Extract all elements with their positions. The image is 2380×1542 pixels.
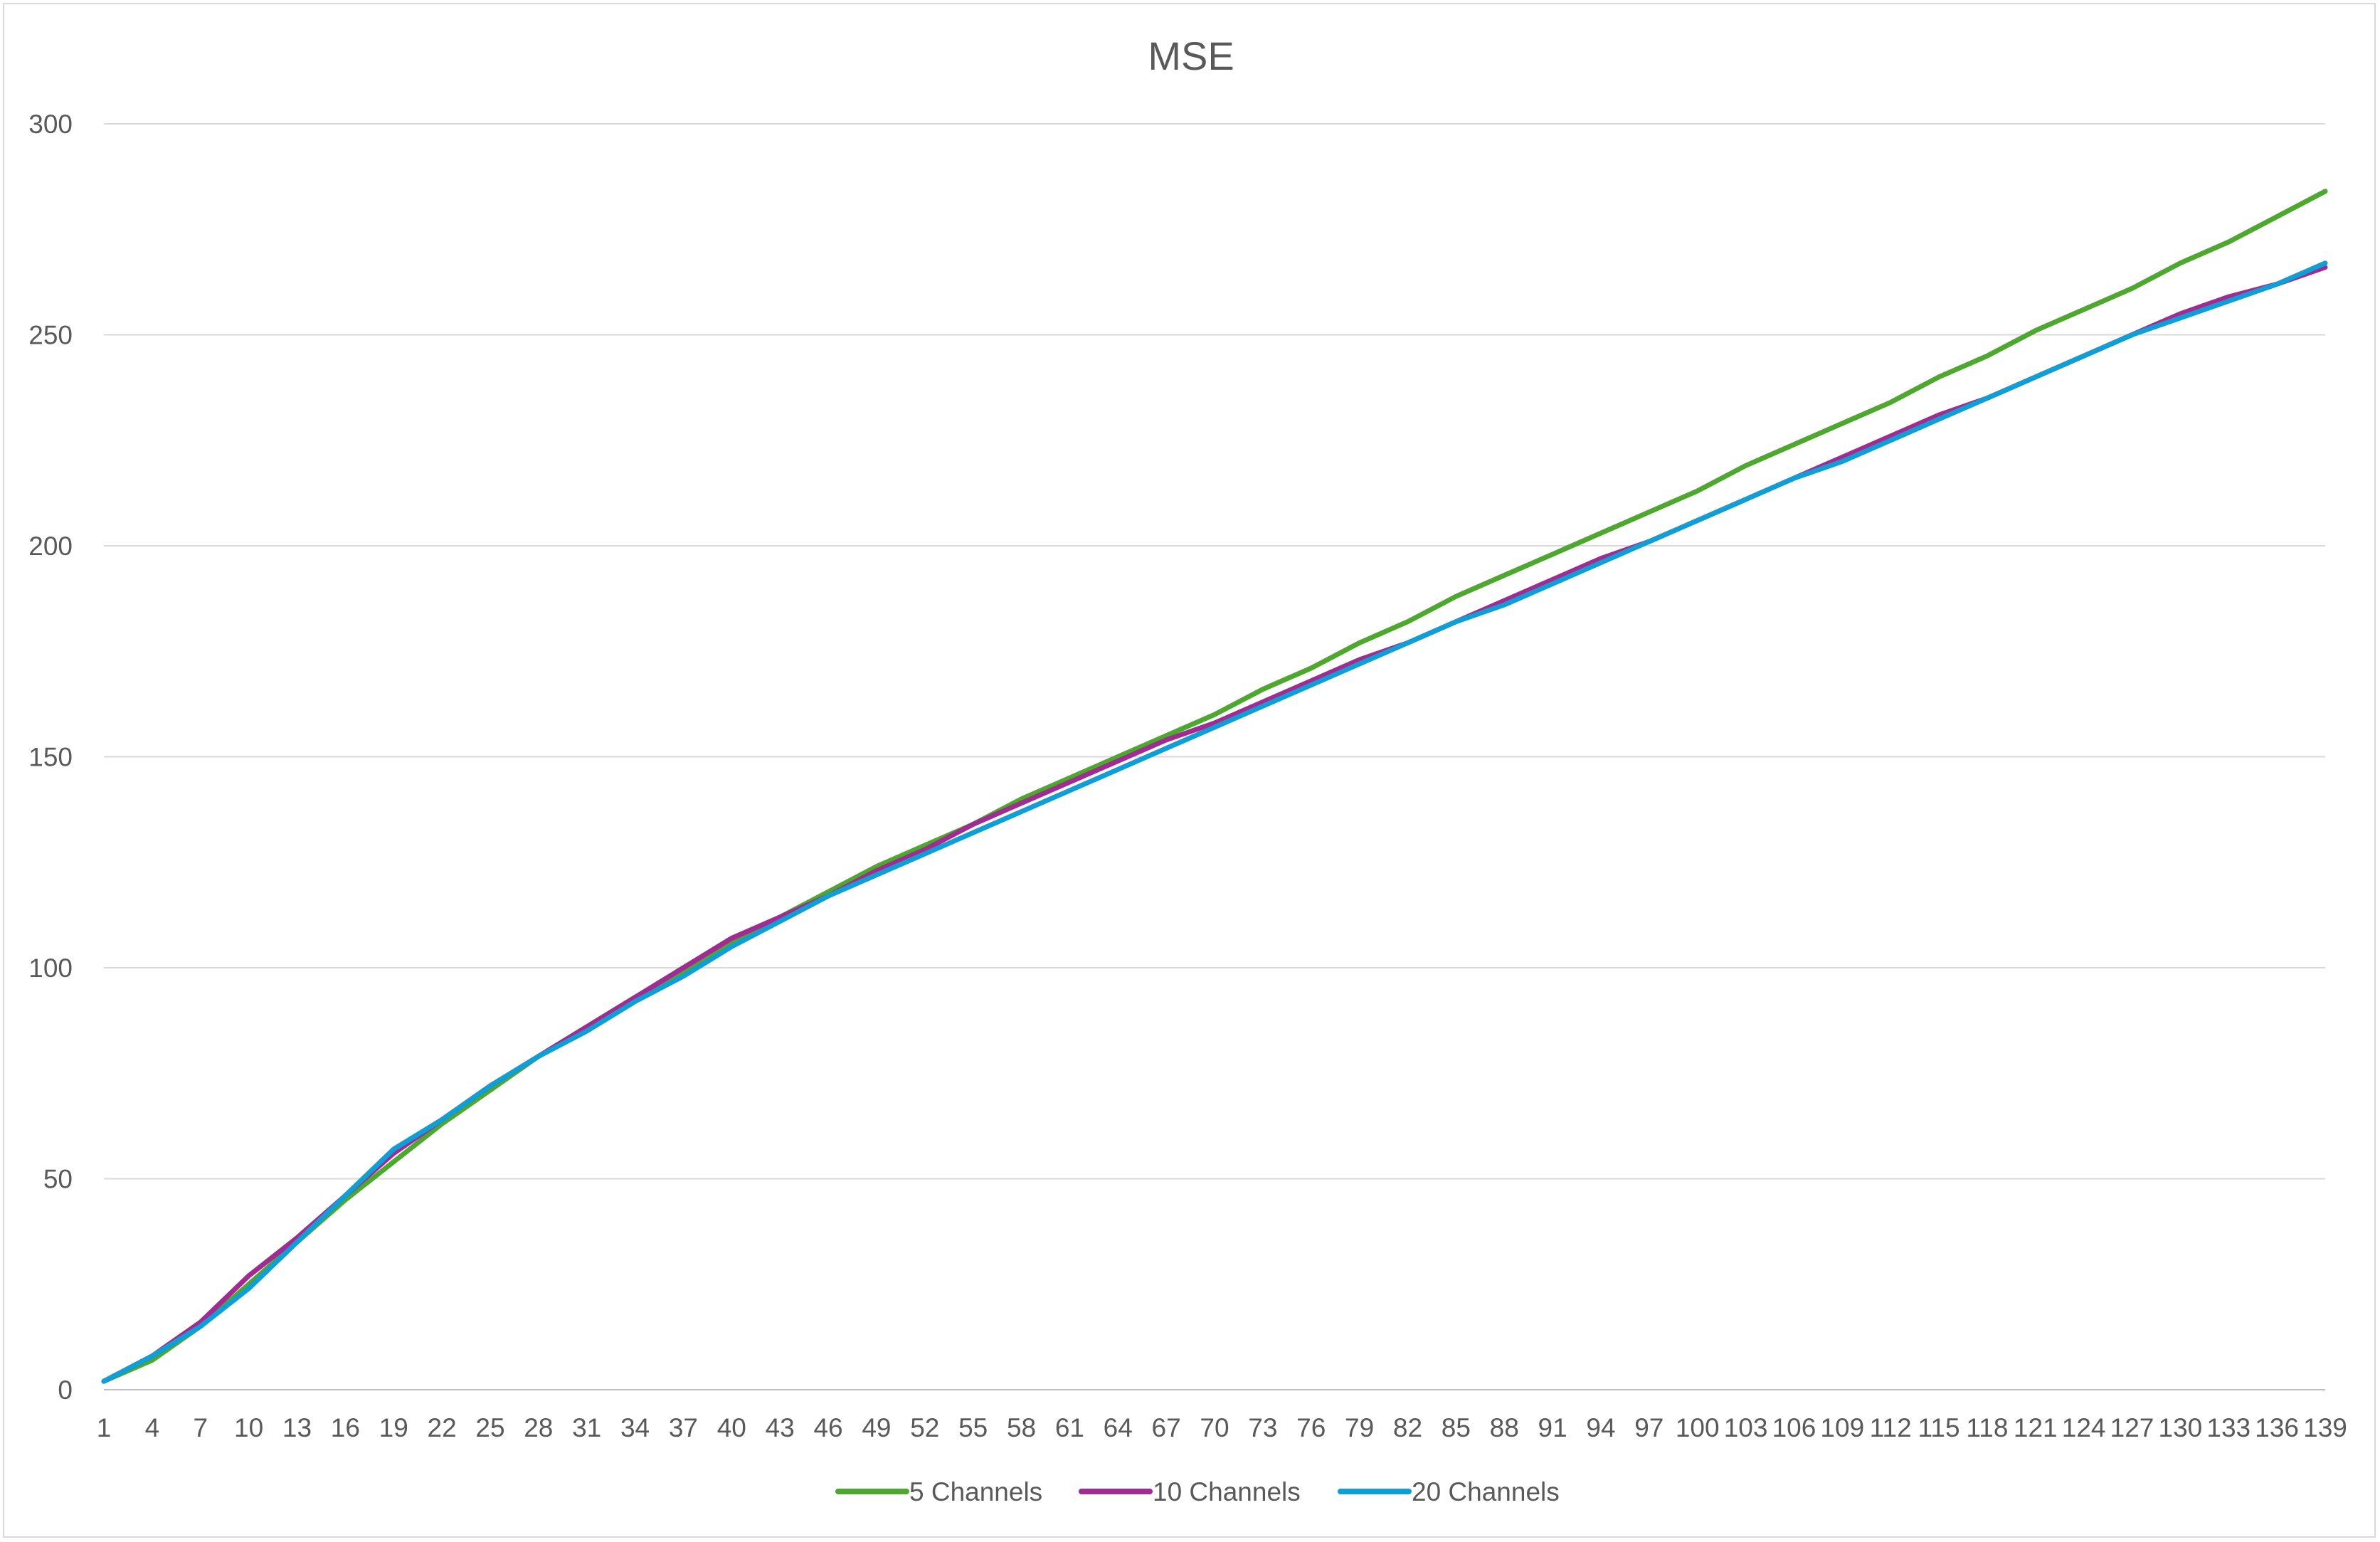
x-tick-label: 109	[1820, 1413, 1864, 1442]
x-tick-label: 13	[282, 1413, 312, 1442]
x-tick-label: 31	[572, 1413, 601, 1442]
x-tick-label: 130	[2159, 1413, 2203, 1442]
x-tick-label: 73	[1248, 1413, 1277, 1442]
x-tick-label: 64	[1104, 1413, 1133, 1442]
x-tick-label: 91	[1538, 1413, 1567, 1442]
x-tick-label: 34	[620, 1413, 650, 1442]
x-tick-label: 22	[428, 1413, 457, 1442]
y-tick-label: 150	[28, 743, 73, 772]
x-tick-label: 67	[1152, 1413, 1181, 1442]
x-tick-label: 25	[475, 1413, 504, 1442]
x-tick-label: 28	[524, 1413, 553, 1442]
chart-title: MSE	[1148, 33, 1234, 78]
legend-label-20-channels: 20 Channels	[1412, 1477, 1560, 1506]
x-tick-label: 49	[862, 1413, 891, 1442]
legend-label-5-channels: 5 Channels	[909, 1477, 1042, 1506]
x-tick-label: 43	[766, 1413, 795, 1442]
x-tick-label: 7	[193, 1413, 208, 1442]
gridlines	[104, 123, 2325, 1390]
x-tick-label: 37	[669, 1413, 698, 1442]
x-tick-label: 1	[97, 1413, 112, 1442]
x-tick-label: 19	[379, 1413, 408, 1442]
x-tick-label: 121	[2014, 1413, 2058, 1442]
y-tick-label: 0	[58, 1375, 73, 1405]
x-tick-label: 4	[145, 1413, 160, 1442]
x-tick-label: 127	[2110, 1413, 2154, 1442]
series-line-5-channels	[101, 189, 2328, 1384]
x-tick-label: 61	[1055, 1413, 1084, 1442]
mse-line-chart: MSE 0 50 100 150 200 250 300 1 4 7 10 13 16 19 22 25 28 3…	[28, 33, 2347, 1506]
x-tick-label: 133	[2206, 1413, 2251, 1442]
legend-label-10-channels: 10 Channels	[1153, 1477, 1301, 1506]
y-tick-label: 300	[28, 110, 73, 139]
x-tick-label: 124	[2062, 1413, 2106, 1442]
series-line-10-channels	[101, 265, 2328, 1384]
x-tick-label: 85	[1442, 1413, 1471, 1442]
x-tick-label: 16	[331, 1413, 360, 1442]
x-tick-label: 79	[1345, 1413, 1374, 1442]
x-tick-label: 139	[2303, 1413, 2347, 1442]
legend: 5 Channels 10 Channels 20 Channels	[835, 1477, 1560, 1506]
x-tick-label: 40	[717, 1413, 746, 1442]
series-line-20-channels	[101, 260, 2328, 1384]
x-tick-label: 106	[1772, 1413, 1816, 1442]
y-tick-label: 200	[28, 532, 73, 561]
y-tick-label: 250	[28, 321, 73, 350]
x-tick-label: 112	[1870, 1413, 1912, 1442]
x-tick-label: 52	[910, 1413, 939, 1442]
chart-frame: MSE 0 50 100 150 200 250 300 1 4 7 10 13 16 19 22 25 28 3…	[3, 3, 2376, 1538]
x-tick-label: 115	[1918, 1413, 1960, 1442]
x-tick-label: 82	[1393, 1413, 1422, 1442]
x-tick-label: 46	[813, 1413, 842, 1442]
y-tick-label: 50	[43, 1165, 73, 1194]
x-tick-label: 100	[1676, 1413, 1720, 1442]
x-tick-label: 55	[958, 1413, 988, 1442]
axes: 0 50 100 150 200 250 300 1 4 7 10 13 16 19 22 25 28 31 34 3…	[28, 110, 2347, 1442]
x-tick-label: 10	[234, 1413, 263, 1442]
x-tick-label: 118	[1966, 1413, 2008, 1442]
x-tick-label: 103	[1724, 1413, 1768, 1442]
x-tick-label: 88	[1490, 1413, 1519, 1442]
x-tick-label: 136	[2255, 1413, 2299, 1442]
x-tick-label: 97	[1634, 1413, 1664, 1442]
y-tick-label: 100	[28, 954, 73, 983]
series-lines	[101, 189, 2328, 1384]
x-tick-label: 58	[1007, 1413, 1036, 1442]
x-tick-label: 76	[1296, 1413, 1326, 1442]
x-tick-label: 70	[1200, 1413, 1229, 1442]
x-tick-label: 94	[1586, 1413, 1615, 1442]
